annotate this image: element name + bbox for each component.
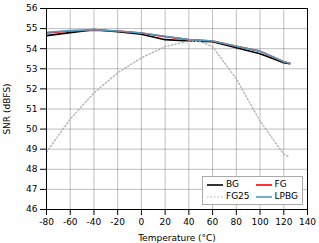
svg-text:-80: -80	[39, 217, 54, 227]
svg-text:51: 51	[26, 104, 37, 114]
svg-text:52: 52	[26, 84, 37, 94]
svg-text:Temperature (°C): Temperature (°C)	[137, 233, 216, 243]
svg-text:-60: -60	[63, 217, 78, 227]
svg-text:-40: -40	[87, 217, 102, 227]
html-text:BG: BG	[226, 179, 239, 189]
svg-text:SNR (dBFS): SNR (dBFS)	[2, 83, 12, 134]
svg-text:49: 49	[26, 144, 38, 154]
svg-text:20: 20	[159, 217, 171, 227]
html-text:FG: FG	[274, 179, 287, 189]
svg-text:55: 55	[26, 23, 37, 33]
svg-text:53: 53	[26, 64, 37, 74]
svg-text:100: 100	[251, 217, 268, 227]
html-text:LPBG: LPBG	[274, 191, 298, 201]
svg-text:40: 40	[183, 217, 195, 227]
svg-text:47: 47	[26, 184, 37, 194]
svg-text:56: 56	[26, 3, 38, 13]
svg-text:46: 46	[26, 204, 38, 214]
svg-text:54: 54	[26, 44, 38, 54]
svg-text:140: 140	[299, 217, 316, 227]
svg-text:50: 50	[26, 124, 38, 134]
svg-text:-20: -20	[110, 217, 125, 227]
svg-text:120: 120	[275, 217, 292, 227]
svg-text:48: 48	[26, 164, 38, 174]
svg-text:80: 80	[231, 217, 243, 227]
html-text:FG25: FG25	[226, 191, 250, 201]
svg-text:0: 0	[139, 217, 145, 227]
svg-text:60: 60	[207, 217, 219, 227]
